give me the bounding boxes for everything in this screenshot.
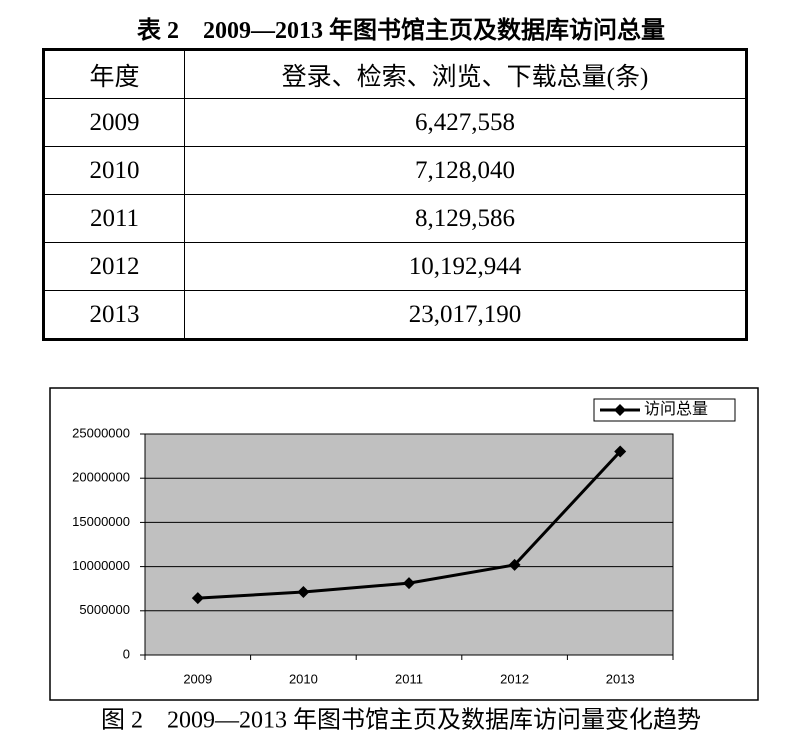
- data-point: [403, 577, 415, 590]
- data-point: [508, 558, 521, 571]
- y-tick-label: 5000000: [79, 602, 130, 617]
- y-tick-label: 25000000: [72, 425, 130, 440]
- table-row: 2009 6,427,558: [43, 98, 747, 147]
- data-table: 年度 登录、检索、浏览、下载总量(条) 2009 6,427,558 2010 7,128…: [42, 48, 748, 341]
- x-tick-label: 2012: [500, 671, 529, 686]
- y-tick-label: 20000000: [72, 470, 130, 485]
- table-cell: 23,017,190: [184, 290, 747, 340]
- table-cell: 2012: [43, 242, 185, 291]
- table-cell: 2011: [43, 194, 185, 243]
- table-row: 2011 8,129,586: [43, 194, 747, 243]
- table-row: 2013 23,017,190: [43, 290, 747, 340]
- y-tick-label: 15000000: [72, 514, 130, 529]
- table-row: 2010 7,128,040: [43, 146, 747, 195]
- x-tick-label: 2010: [289, 671, 318, 686]
- x-tick-label: 2013: [606, 671, 635, 686]
- x-tick-label: 2009: [183, 671, 212, 686]
- table-cell: 7,128,040: [184, 146, 747, 195]
- table-cell: 8,129,586: [184, 194, 747, 243]
- table-cell: 2010: [43, 146, 185, 195]
- x-tick-label: 2011: [395, 671, 423, 686]
- chart-caption: 图 2 2009—2013 年图书馆主页及数据库访问量变化趋势: [101, 707, 701, 734]
- table-cell: 6,427,558: [184, 98, 747, 147]
- y-tick-label: 10000000: [72, 558, 130, 573]
- table-cell: 2009: [43, 98, 185, 147]
- y-tick-label: 0: [123, 646, 130, 661]
- table-cell: 2013: [43, 290, 185, 340]
- data-point: [191, 592, 204, 605]
- data-point: [614, 445, 627, 458]
- plot-area: [144, 433, 674, 656]
- data-point: [297, 585, 310, 598]
- table-title: 表 2 2009—2013 年图书馆主页及数据库访问总量: [137, 18, 665, 44]
- legend-box: [593, 398, 736, 422]
- legend-marker: [614, 404, 626, 416]
- table-row: 2012 10,192,944: [43, 242, 747, 291]
- legend-label: 访问总量: [644, 400, 708, 418]
